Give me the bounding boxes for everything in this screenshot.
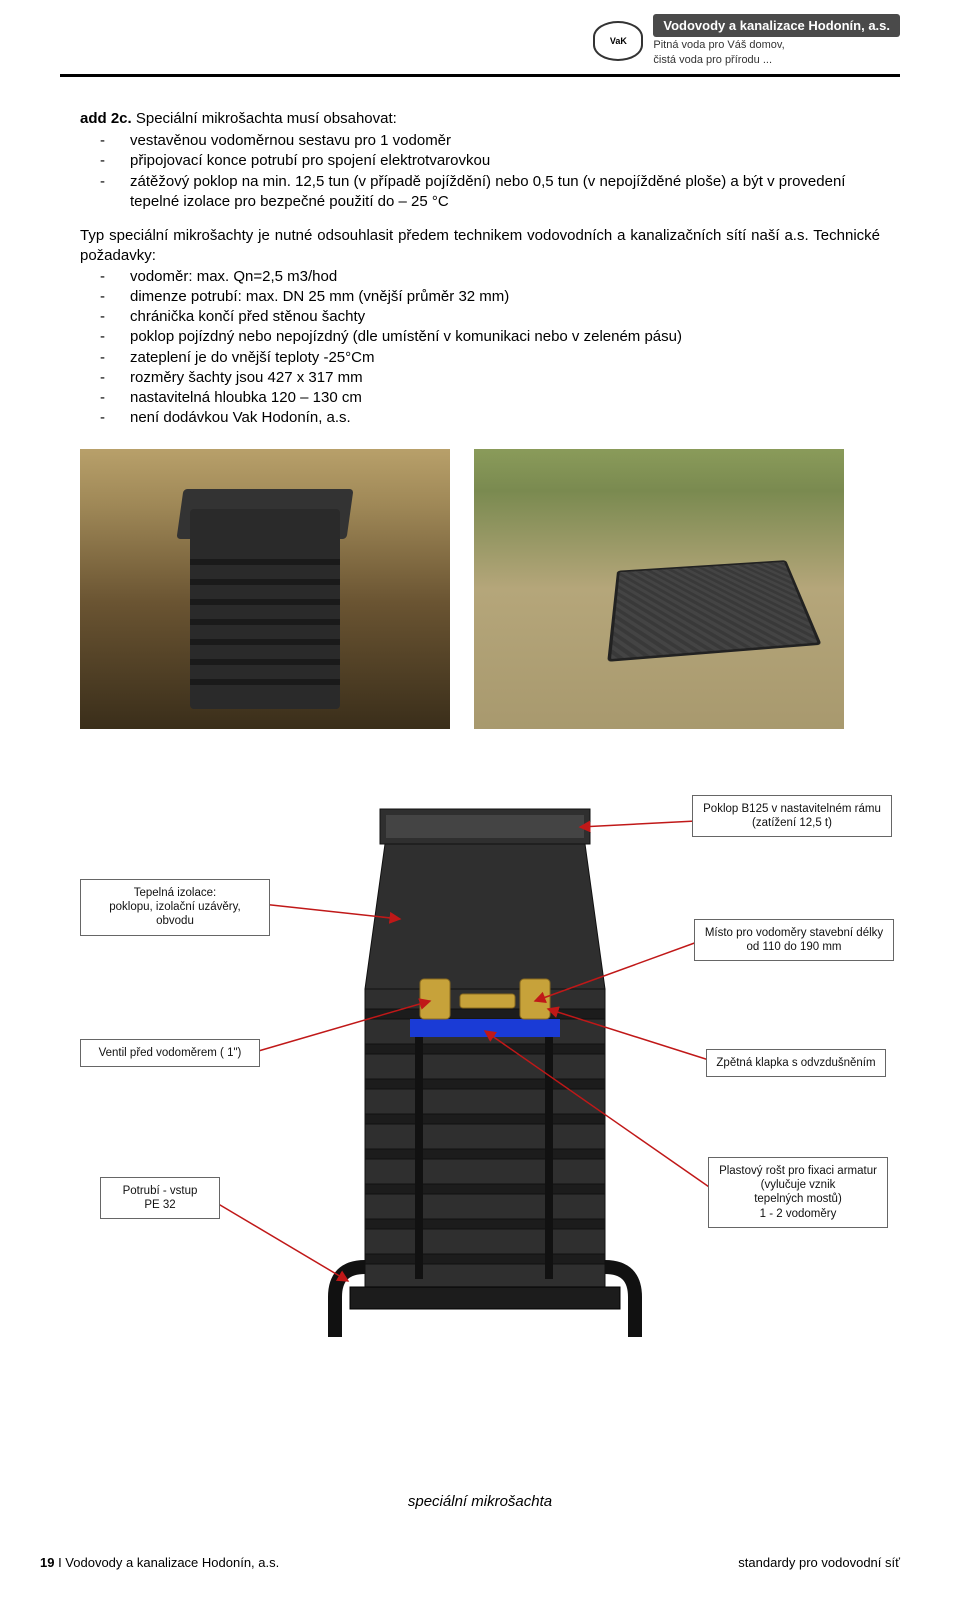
heading-prefix: add 2c. [80,110,132,127]
photo-rib [190,639,340,645]
main-content: add 2c. Speciální mikrošachta musí obsah… [80,110,880,1409]
photo-excavation [80,449,450,729]
list-item: poklop pojízdný nebo nepojízdný (dle umí… [130,327,880,347]
list-item: dimenze potrubí: max. DN 25 mm (vnější p… [130,287,880,307]
footer-right: standardy pro vodovodní síť [738,1555,900,1570]
page-number: 19 [40,1555,54,1570]
list-item: vodoměr: max. Qn=2,5 m3/hod [130,267,880,287]
photo-rib [190,579,340,585]
section-heading: add 2c. Speciální mikrošachta musí obsah… [80,110,880,127]
photo-rib [190,619,340,625]
shaft-body [335,809,635,1337]
callout-cover: Poklop B125 v nastavitelném rámu(zatížen… [692,795,892,838]
list-item: vestavěnou vodoměrnou sestavu pro 1 vodo… [130,131,880,151]
requirements-list-2: vodoměr: max. Qn=2,5 m3/hoddimenze potru… [80,267,880,429]
page-footer: 19 I Vodovody a kanalizace Hodonín, a.s.… [40,1555,900,1570]
callout-insulation: Tepelná izolace:poklopu, izolační uzávěr… [80,879,270,936]
paragraph: Typ speciální mikrošachty je nutné odsou… [80,226,880,267]
requirements-list-1: vestavěnou vodoměrnou sestavu pro 1 vodo… [80,131,880,212]
diagram-caption: speciální mikrošachta [0,1493,960,1510]
heading-text: Speciální mikrošachta musí obsahovat: [132,110,397,127]
callout-valve: Ventil před vodoměrem ( 1") [80,1039,260,1067]
footer-left: 19 I Vodovody a kanalizace Hodonín, a.s. [40,1555,279,1570]
list-item: zátěžový poklop na min. 12,5 tun (v příp… [130,172,880,213]
list-item: nastavitelná hloubka 120 – 130 cm [130,388,880,408]
list-item: chránička končí před stěnou šachty [130,307,880,327]
slogan-line2: čistá voda pro přírodu ... [653,54,900,67]
callout-pipe-in: Potrubí - vstupPE 32 [100,1177,220,1220]
shaft-diagram: Tepelná izolace:poklopu, izolační uzávěr… [80,769,880,1409]
callout-meter-space: Místo pro vodoměry stavební délkyod 110 … [694,919,894,962]
header-rule [60,74,900,77]
photo-rib [190,599,340,605]
photo-rib [190,679,340,685]
footer-left-text: I Vodovody a kanalizace Hodonín, a.s. [54,1555,279,1570]
photo-rib [190,659,340,665]
brand-block: Vodovody a kanalizace Hodonín, a.s. Pitn… [653,14,900,67]
photo-installed-cover [474,449,844,729]
list-item: připojovací konce potrubí pro spojení el… [130,151,880,171]
logo-icon: VaK [593,21,643,61]
list-item: není dodávkou Vak Hodonín, a.s. [130,408,880,428]
slogan-line1: Pitná voda pro Váš domov, [653,39,900,52]
photo-cover [607,560,822,662]
photo-row [80,449,880,729]
list-item: zateplení je do vnější teploty -25°Cm [130,348,880,368]
callout-grid: Plastový rošt pro fixaci armatur(vylučuj… [708,1157,888,1229]
list-item: rozměry šachty jsou 427 x 317 mm [130,368,880,388]
callout-check-valve: Zpětná klapka s odvzdušněním [706,1049,886,1077]
diagram-svg [80,769,880,1409]
page-header: VaK Vodovody a kanalizace Hodonín, a.s. … [593,14,900,67]
brand-name: Vodovody a kanalizace Hodonín, a.s. [653,14,900,37]
photo-rib [190,559,340,565]
